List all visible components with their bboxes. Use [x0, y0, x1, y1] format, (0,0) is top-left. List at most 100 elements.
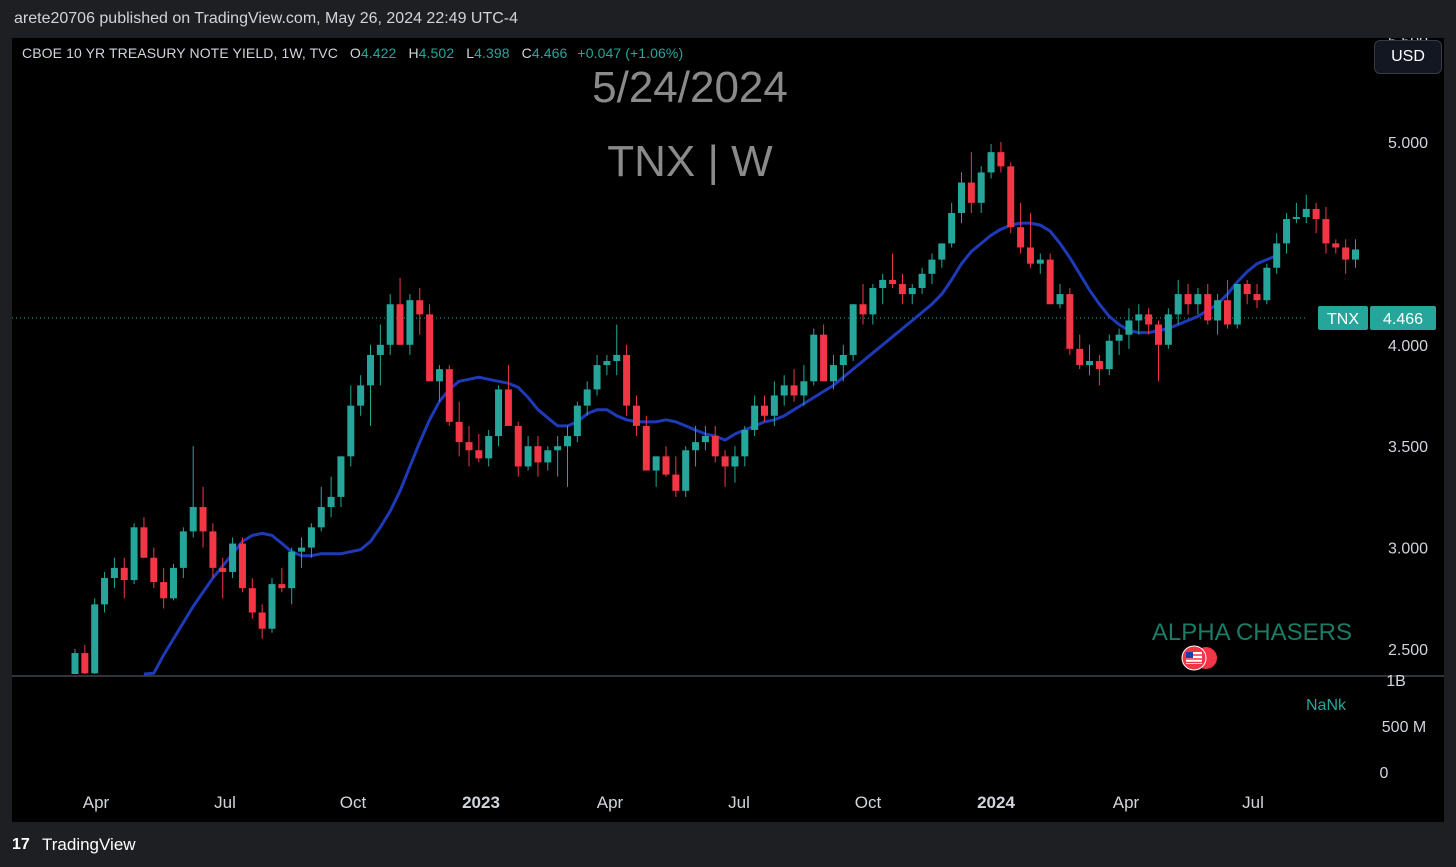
- candle: [829, 354, 837, 390]
- candle-body: [977, 172, 985, 203]
- candle-body: [889, 279, 897, 284]
- candle-body: [1273, 243, 1281, 268]
- candle-body: [327, 496, 335, 508]
- candle-body: [1214, 300, 1222, 321]
- candle-body: [1086, 361, 1094, 366]
- candle-body: [603, 361, 611, 366]
- candle: [495, 385, 503, 447]
- candle: [573, 401, 581, 443]
- candle-body: [780, 385, 788, 396]
- candle: [1155, 320, 1162, 382]
- candle-body: [81, 653, 89, 674]
- candle: [238, 537, 246, 593]
- candle-body: [938, 243, 946, 260]
- candle: [120, 557, 128, 599]
- candle-body: [810, 334, 818, 382]
- candle: [839, 344, 847, 382]
- candle: [938, 243, 946, 268]
- candle: [416, 288, 424, 335]
- candle: [248, 578, 256, 619]
- symbol-name[interactable]: CBOE 10 YR TREASURY NOTE YIELD, 1W, TVC: [22, 45, 338, 61]
- candle: [179, 527, 187, 579]
- candle: [1214, 294, 1222, 335]
- candle-body: [71, 653, 79, 674]
- candle-body: [416, 300, 424, 315]
- candle: [642, 415, 650, 471]
- chart-frame[interactable]: 5/24/2024 TNX | W 5.5005.0004.0003.5003.…: [12, 38, 1444, 822]
- candle-body: [150, 557, 158, 583]
- price-tag-value: 4.466: [1383, 311, 1423, 328]
- x-tick-label: Jul: [728, 793, 750, 812]
- candle-body: [1283, 219, 1291, 244]
- candle: [445, 365, 453, 426]
- candle: [406, 294, 414, 355]
- candle-body: [761, 405, 768, 416]
- candle-body: [632, 405, 640, 426]
- candle-body: [426, 314, 434, 382]
- candle-body: [435, 369, 443, 382]
- candle: [1233, 283, 1241, 329]
- candle-body: [1115, 334, 1123, 341]
- candle-body: [662, 456, 670, 475]
- symbol-legend[interactable]: CBOE 10 YR TREASURY NOTE YIELD, 1W, TVC …: [22, 45, 683, 61]
- candle: [514, 421, 522, 477]
- candle: [652, 456, 660, 487]
- candle-body: [455, 421, 463, 443]
- candle: [71, 649, 79, 674]
- candle-body: [1352, 249, 1359, 260]
- candle-body: [199, 507, 207, 532]
- candlestick-chart[interactable]: 5/24/2024 TNX | W 5.5005.0004.0003.5003.…: [12, 38, 1444, 822]
- candle-body: [859, 304, 867, 315]
- candle: [1007, 162, 1015, 234]
- candle: [1125, 308, 1133, 349]
- candle: [751, 395, 759, 437]
- candle: [1095, 354, 1103, 386]
- candle-body: [1292, 217, 1300, 220]
- candle-body: [504, 389, 512, 426]
- candle: [721, 450, 729, 487]
- candle-body: [229, 543, 237, 572]
- candle: [731, 446, 739, 483]
- candle-body: [219, 567, 227, 572]
- candle-body: [1223, 300, 1231, 325]
- candle-body: [1342, 247, 1350, 260]
- tradingview-brand[interactable]: TradingView: [42, 835, 136, 854]
- candle-body: [1076, 348, 1084, 366]
- candle-body: [1017, 227, 1025, 248]
- candle: [800, 365, 808, 406]
- candle: [692, 425, 700, 467]
- high-value: 4.502: [418, 45, 455, 61]
- candle: [524, 436, 532, 471]
- candle-body: [1095, 361, 1103, 370]
- candle: [997, 142, 1005, 173]
- candle: [967, 152, 975, 213]
- volume-tick-500m: 500 M: [1382, 719, 1426, 736]
- candle: [908, 283, 916, 305]
- candle: [613, 324, 621, 376]
- candle: [1164, 308, 1172, 349]
- candle: [534, 436, 542, 477]
- candle: [1145, 308, 1153, 335]
- close-value: 4.466: [531, 45, 568, 61]
- candle: [219, 557, 227, 599]
- watermark-date: 5/24/2024: [592, 63, 788, 112]
- x-tick-label: Apr: [83, 793, 110, 812]
- candle-body: [613, 354, 621, 362]
- volume-tick-1b: 1B: [1386, 673, 1406, 690]
- candle-body: [967, 182, 975, 203]
- candle-body: [1145, 314, 1153, 325]
- candle: [623, 344, 631, 416]
- currency-button[interactable]: USD: [1374, 40, 1442, 74]
- candle: [307, 523, 315, 558]
- candle-body: [445, 369, 453, 422]
- candle: [150, 547, 158, 589]
- candle-body: [406, 300, 414, 345]
- candle: [1046, 253, 1054, 305]
- candle: [632, 395, 640, 437]
- candle-body: [829, 365, 837, 382]
- low-value: 4.398: [474, 45, 510, 61]
- candle: [376, 324, 384, 386]
- candle-body: [396, 304, 404, 345]
- tradingview-logo-icon[interactable]: 17: [12, 836, 30, 853]
- candle-body: [1233, 283, 1241, 325]
